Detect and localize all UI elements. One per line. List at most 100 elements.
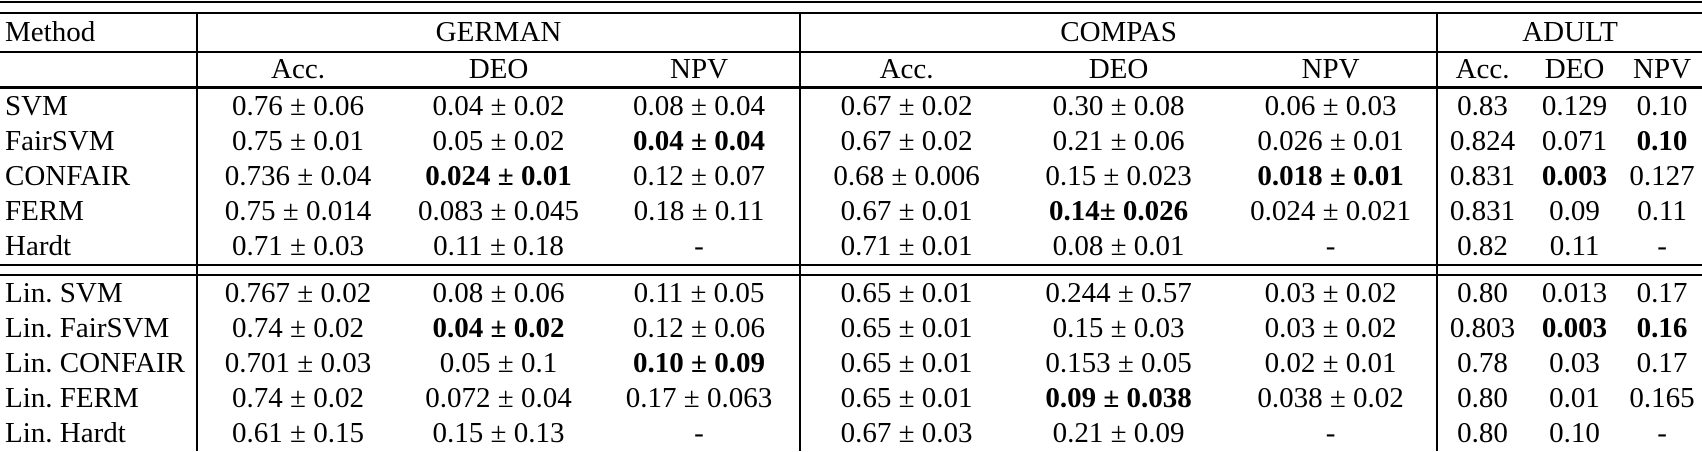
value-cell: 0.803 (1436, 311, 1528, 346)
table-header-row-metrics: Acc. DEO NPV Acc. DEO NPV Acc. DEO NPV (0, 52, 1702, 89)
value-cell: 0.61 ± 0.15 (196, 416, 398, 451)
value-cell: 0.05 ± 0.02 (432, 125, 565, 158)
value-cell: - (694, 417, 704, 450)
value-cell: 0.736 ± 0.04 (196, 159, 398, 194)
value-cell: 0.04 ± 0.02 (432, 312, 565, 345)
value-cell: 0.083 ± 0.045 (418, 195, 579, 228)
value-cell: 0.165 (1629, 382, 1695, 415)
value-cell: 0.10 (1636, 90, 1688, 123)
method-name: Hardt (5, 230, 72, 263)
method-name: Lin. SVM (5, 277, 123, 310)
value-cell: 0.03 ± 0.02 (1264, 277, 1397, 310)
value-cell: 0.67 ± 0.02 (799, 124, 1013, 159)
value-cell: 0.15 ± 0.023 (1045, 160, 1192, 193)
adult-group-header: ADULT (1436, 14, 1702, 53)
value-cell: 0.127 (1629, 160, 1695, 193)
table-row: SVM 0.76 ± 0.06 0.04 ± 0.02 0.08 ± 0.04 0.67… (0, 87, 1702, 124)
method-name: Lin. Hardt (5, 417, 126, 450)
value-cell: 0.17 (1636, 347, 1688, 380)
value-cell: 0.10 (1636, 125, 1688, 158)
value-cell: 0.15 ± 0.13 (432, 417, 565, 450)
metric-header-german-acc: Acc. (196, 52, 398, 89)
value-cell: 0.024 ± 0.01 (425, 160, 572, 193)
german-group-header: GERMAN (195, 14, 801, 53)
value-cell: 0.701 ± 0.03 (196, 346, 398, 381)
method-name: FairSVM (5, 125, 115, 158)
value-cell: 0.767 ± 0.02 (196, 275, 398, 311)
value-cell: 0.65 ± 0.01 (799, 381, 1013, 416)
table-row: Hardt 0.71 ± 0.03 0.11 ± 0.18 - 0.71 ± 0.01 0… (0, 229, 1702, 265)
metric-header-compas-acc: Acc. (799, 52, 1013, 89)
value-cell: 0.80 (1436, 275, 1528, 311)
value-cell: 0.68 ± 0.006 (799, 159, 1013, 194)
value-cell: 0.30 ± 0.08 (1052, 90, 1185, 123)
value-cell: 0.08 ± 0.01 (1052, 230, 1185, 263)
table-header-row-datasets: Method GERMAN COMPAS ADULT (0, 14, 1702, 53)
value-cell: 0.12 ± 0.06 (633, 312, 765, 345)
value-cell: 0.024 ± 0.021 (1250, 195, 1411, 228)
value-cell: 0.78 (1436, 346, 1528, 381)
metric-header-adult-npv: NPV (1622, 52, 1702, 89)
value-cell: 0.76 ± 0.06 (196, 87, 398, 124)
section-separator-double-rule (0, 264, 1702, 276)
method-name: SVM (5, 90, 68, 123)
value-cell: 0.003 (1541, 160, 1608, 193)
value-cell: 0.038 ± 0.02 (1257, 382, 1404, 415)
value-cell: 0.831 (1436, 194, 1528, 229)
value-cell: 0.65 ± 0.01 (799, 346, 1013, 381)
metric-header-german-npv: NPV (599, 52, 801, 89)
value-cell: 0.10 (1549, 417, 1600, 450)
method-name: FERM (5, 195, 84, 228)
value-cell: 0.71 ± 0.01 (799, 229, 1013, 265)
separator-cell (799, 264, 1438, 276)
value-cell: 0.11 (1637, 195, 1687, 228)
table-body: SVM 0.76 ± 0.06 0.04 ± 0.02 0.08 ± 0.04 0.67… (0, 87, 1702, 451)
results-table: Method GERMAN COMPAS ADULT Acc. DEO NPV Acc… (0, 14, 1702, 451)
value-cell: 0.04 ± 0.04 (633, 125, 765, 158)
value-cell: 0.11 ± 0.05 (633, 277, 765, 310)
value-cell: - (1325, 417, 1336, 450)
metric-header-compas-deo: DEO (1012, 52, 1226, 89)
compas-group-header: COMPAS (799, 14, 1438, 53)
value-cell: 0.08 ± 0.06 (432, 277, 565, 310)
value-cell: 0.05 ± 0.1 (439, 347, 558, 380)
method-name: Lin. FairSVM (5, 312, 170, 345)
metric-header-adult-acc: Acc. (1436, 52, 1528, 89)
value-cell: 0.74 ± 0.02 (196, 381, 398, 416)
metric-header-german-deo: DEO (398, 52, 599, 89)
value-cell: 0.14± 0.026 (1048, 195, 1189, 228)
method-name: Lin. FERM (5, 382, 139, 415)
separator-cell (1436, 264, 1702, 276)
value-cell: 0.071 (1541, 125, 1608, 158)
value-cell: 0.82 (1436, 229, 1528, 265)
separator-cell (0, 264, 197, 276)
method-name: CONFAIR (5, 160, 131, 193)
value-cell: - (1657, 417, 1667, 450)
value-cell: 0.17 (1636, 277, 1688, 310)
value-cell: 0.67 ± 0.01 (799, 194, 1013, 229)
value-cell: 0.80 (1436, 381, 1528, 416)
table-row: Lin. FairSVM 0.74 ± 0.02 0.04 ± 0.02 0.12 ±… (0, 311, 1702, 346)
value-cell: 0.83 (1436, 87, 1528, 124)
table-top-double-rule (0, 1, 1702, 14)
value-cell: 0.831 (1436, 159, 1528, 194)
value-cell: 0.67 ± 0.02 (799, 87, 1013, 124)
value-cell: 0.17 ± 0.063 (625, 382, 773, 415)
value-cell: 0.01 (1549, 382, 1600, 415)
value-cell: 0.03 ± 0.02 (1264, 312, 1397, 345)
table-row: Lin. FERM 0.74 ± 0.02 0.072 ± 0.04 0.17 ± 0… (0, 381, 1702, 416)
value-cell: - (694, 230, 704, 263)
value-cell: 0.21 ± 0.09 (1052, 417, 1185, 450)
value-cell: 0.10 ± 0.09 (633, 347, 765, 380)
value-cell: 0.80 (1436, 416, 1528, 451)
table-row: Lin. CONFAIR 0.701 ± 0.03 0.05 ± 0.1 0.10 ±… (0, 346, 1702, 381)
separator-cell (195, 264, 801, 276)
value-cell: 0.12 ± 0.07 (633, 160, 765, 193)
value-cell: 0.04 ± 0.02 (432, 90, 565, 123)
table-row: Lin. Hardt 0.61 ± 0.15 0.15 ± 0.13 - 0.67 ± … (0, 416, 1702, 451)
metric-header-compas-npv: NPV (1225, 52, 1438, 89)
value-cell: 0.11 ± 0.18 (433, 230, 564, 263)
table-row: FairSVM 0.75 ± 0.01 0.05 ± 0.02 0.04 ± 0.04… (0, 124, 1702, 159)
metric-header-adult-deo: DEO (1527, 52, 1623, 89)
value-cell: 0.21 ± 0.06 (1052, 125, 1185, 158)
